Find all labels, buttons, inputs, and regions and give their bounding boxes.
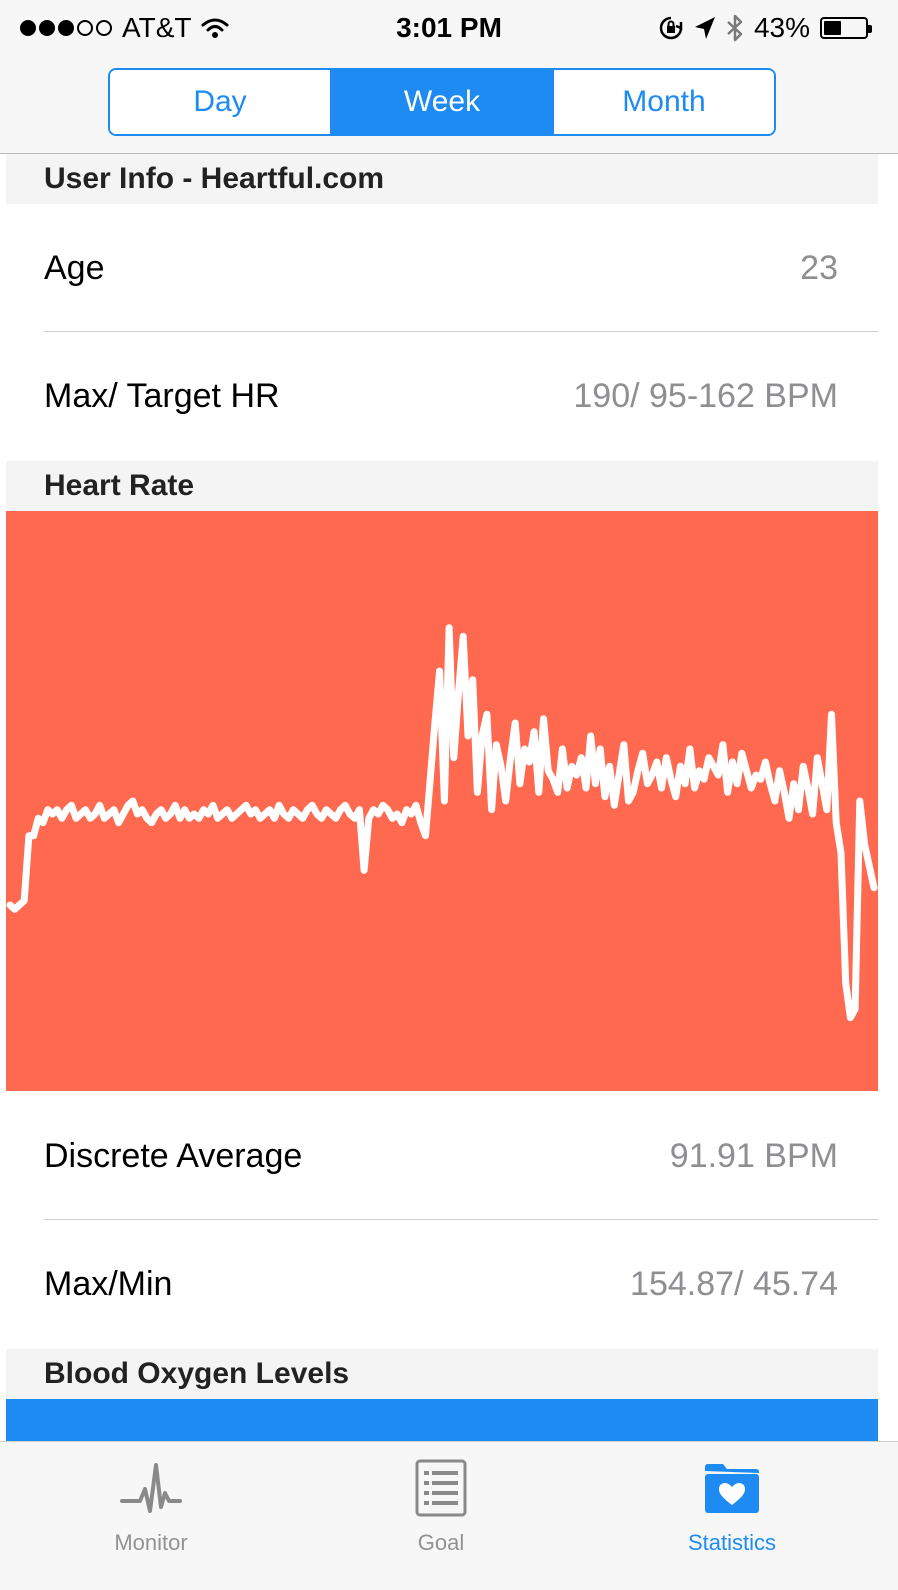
row-divider (44, 331, 878, 332)
row-divider (44, 1219, 878, 1220)
max-target-hr-row[interactable]: Max/ Target HR 190/ 95-162 BPM (6, 332, 878, 460)
wifi-icon (201, 18, 229, 38)
battery-percent: 43% (753, 12, 810, 43)
blood-oxygen-header: Blood Oxygen Levels (6, 1349, 878, 1399)
blood-oxygen-chart (6, 1399, 878, 1441)
segment-week[interactable]: Week (330, 70, 552, 134)
heart-rate-chart-svg (6, 624, 878, 1022)
segment-day[interactable]: Day (110, 70, 330, 134)
tab-bar: Monitor Goal Sta (0, 1441, 898, 1590)
age-row[interactable]: Age 23 (6, 204, 878, 332)
tab-goal-label: Goal (417, 1530, 465, 1555)
heart-rate-chart (6, 511, 878, 1091)
orientation-lock-icon (659, 16, 683, 40)
user-info-header: User Info - Heartful.com (6, 154, 878, 204)
signal-dot (39, 20, 55, 36)
battery-fill (824, 21, 841, 35)
segment-month[interactable]: Month (552, 70, 774, 134)
max-min-label: Max/Min (44, 1264, 173, 1303)
tab-monitor[interactable]: Monitor (51, 1442, 251, 1572)
max-target-hr-label: Max/ Target HR (44, 376, 280, 415)
bluetooth-icon (727, 14, 743, 42)
status-time: 3:01 PM (396, 12, 502, 43)
tab-monitor-label: Monitor (114, 1530, 188, 1555)
carrier-name: AT&T (122, 12, 192, 43)
discrete-average-row[interactable]: Discrete Average 91.91 BPM (6, 1092, 878, 1220)
list-icon (415, 1456, 467, 1520)
status-bar: AT&T 3:01 PM 43% (0, 0, 898, 58)
tab-goal[interactable]: Goal (341, 1442, 541, 1572)
tab-statistics[interactable]: Statistics (632, 1442, 832, 1572)
max-min-row[interactable]: Max/Min 154.87/ 45.74 (6, 1220, 878, 1348)
age-label: Age (44, 248, 105, 287)
status-right: 43% (658, 12, 872, 44)
location-arrow-icon (694, 17, 715, 39)
time-range-segmented-control: Day Week Month (108, 68, 776, 136)
max-min-value: 154.87/ 45.74 (630, 1264, 838, 1303)
status-left: AT&T (20, 12, 229, 44)
heart-folder-icon (703, 1456, 761, 1520)
signal-dot (96, 20, 112, 36)
discrete-average-label: Discrete Average (44, 1136, 303, 1175)
signal-dot (20, 20, 36, 36)
discrete-average-value: 91.91 BPM (669, 1136, 838, 1175)
heartbeat-icon (120, 1456, 182, 1520)
heart-rate-series-line (6, 624, 878, 1022)
range-selector-bar: Day Week Month (0, 58, 898, 154)
age-value: 23 (800, 248, 838, 287)
signal-strength-icon (20, 20, 112, 36)
battery-tip (868, 25, 872, 33)
heart-rate-header: Heart Rate (6, 461, 878, 511)
max-target-hr-value: 190/ 95-162 BPM (573, 376, 838, 415)
signal-dot (58, 20, 74, 36)
battery-icon (820, 17, 872, 39)
signal-dot (77, 20, 93, 36)
tab-statistics-label: Statistics (687, 1530, 777, 1555)
